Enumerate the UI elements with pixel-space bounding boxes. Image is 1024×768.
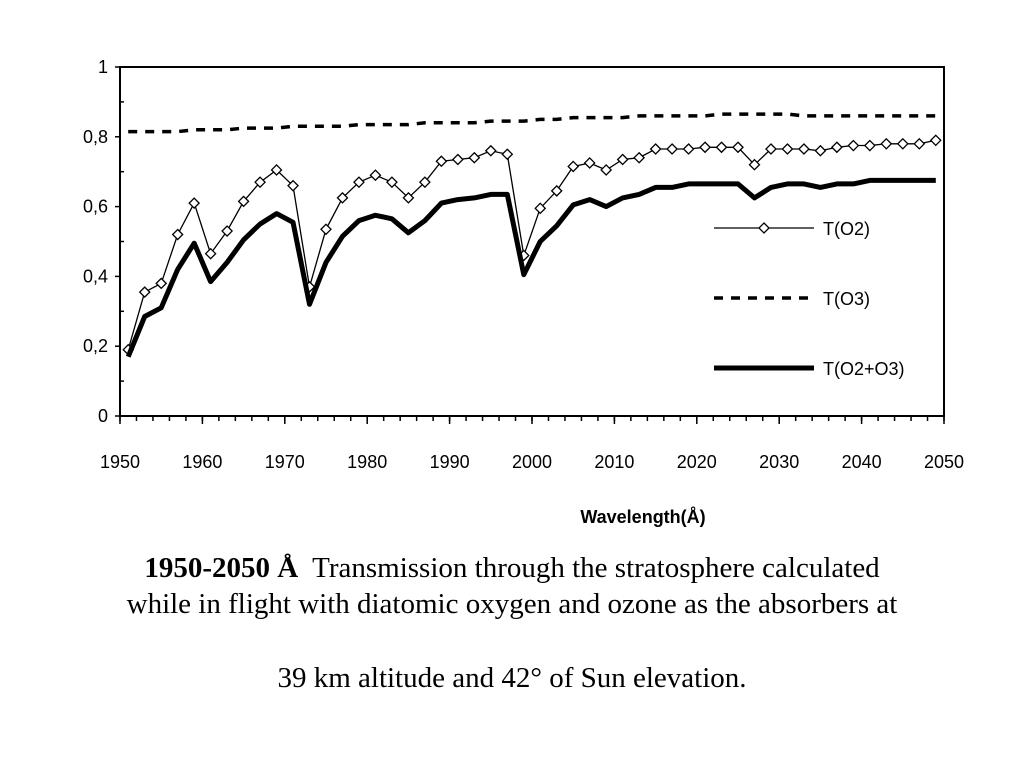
x-tick-label: 2010 (594, 452, 634, 472)
data-point-marker (501, 148, 514, 161)
y-tick-label: 0,2 (83, 336, 108, 356)
data-point-marker (270, 164, 283, 176)
legend-label: T(O3) (823, 289, 870, 309)
data-point-marker (402, 191, 415, 204)
data-point-marker (880, 137, 893, 150)
x-tick-label: 1990 (430, 452, 470, 472)
data-point-marker (600, 164, 613, 176)
data-point-marker (830, 141, 843, 154)
y-tick-label: 0,6 (83, 197, 108, 217)
data-point-marker (748, 158, 761, 171)
series-layer (122, 112, 942, 358)
data-point-marker (320, 223, 332, 236)
data-point-marker (781, 143, 794, 155)
legend: T(O2) T(O3) T(O2+O3) (714, 219, 905, 379)
data-point-marker (369, 169, 382, 182)
legend-label: T(O2+O3) (823, 359, 905, 379)
y-tick-label: 0,4 (83, 266, 108, 286)
legend-label: T(O2) (823, 219, 870, 239)
caption-bold-range: 1950-2050 Å (144, 552, 299, 584)
x-tick-label: 2040 (842, 452, 882, 472)
y-tick-label: 0 (98, 406, 108, 426)
data-point-marker (287, 179, 299, 192)
data-point-marker (155, 277, 168, 290)
data-point-marker (550, 184, 563, 197)
data-point-marker (682, 143, 695, 155)
data-point-marker (188, 197, 201, 210)
x-tick-label: 1950 (100, 452, 140, 472)
caption-line2: while in flight with diatomic oxygen and… (126, 588, 898, 620)
data-point-marker (616, 153, 629, 166)
figure-caption: 1950-2050 Å Transmission through the str… (0, 550, 1024, 696)
data-point-marker (814, 144, 827, 157)
data-point-marker (699, 141, 711, 154)
data-point-marker (649, 143, 662, 155)
x-tick-label: 1980 (347, 452, 387, 472)
data-point-marker (418, 176, 431, 189)
x-axis-title: Wavelength(Å) (580, 507, 705, 527)
data-point-marker (386, 176, 398, 189)
y-tick-label: 1 (98, 57, 108, 77)
data-point-marker (336, 191, 349, 204)
data-point-marker (237, 195, 250, 208)
caption-line3: 39 km altitude and 42° of Sun elevation. (277, 662, 747, 694)
data-point-marker (567, 160, 580, 173)
data-point-marker (929, 134, 942, 147)
x-axis: 1950 1960 1970 1980 1990 2000 2010 2020 2030 2040… (100, 416, 964, 472)
data-point-marker (633, 151, 646, 164)
data-point-marker (534, 202, 547, 215)
data-point-marker (732, 141, 744, 154)
data-point-marker (484, 144, 497, 157)
data-point-marker (863, 139, 876, 152)
x-tick-label: 1960 (182, 452, 222, 472)
x-tick-label: 1970 (265, 452, 305, 472)
y-tick-label: 0,8 (83, 127, 108, 147)
caption-line1: Transmission through the stratosphere ca… (298, 552, 880, 584)
series-line-t-o2- (127, 139, 936, 350)
data-point-marker (204, 247, 217, 260)
data-point-marker (221, 225, 234, 237)
data-point-marker (353, 176, 365, 189)
data-point-marker (435, 155, 448, 168)
y-axis: 0 0,2 0,4 0,6 0,8 1 (83, 57, 124, 426)
data-point-marker (468, 151, 481, 164)
series-line-t-o3- (128, 112, 936, 134)
data-point-marker (896, 137, 909, 150)
x-tick-label: 2050 (924, 452, 964, 472)
data-point-marker (847, 139, 860, 152)
data-point-marker (765, 143, 777, 155)
legend-marker (758, 222, 770, 234)
x-tick-label: 2030 (759, 452, 799, 472)
data-point-marker (254, 176, 266, 189)
x-tick-label: 2020 (677, 452, 717, 472)
data-point-marker (138, 286, 151, 299)
data-point-marker (666, 143, 678, 155)
transmission-chart: 0 0,2 0,4 0,6 0,8 1 1950 1960 1970 1980 1990 2000 2… (83, 57, 964, 527)
x-tick-label: 2000 (512, 452, 552, 472)
data-point-marker (451, 153, 464, 166)
series-line-t-o2-o3- (125, 177, 936, 358)
data-point-marker (583, 157, 596, 169)
data-point-marker (913, 137, 926, 150)
data-point-marker (171, 228, 184, 241)
data-point-marker (798, 143, 810, 155)
data-point-marker (715, 141, 728, 154)
